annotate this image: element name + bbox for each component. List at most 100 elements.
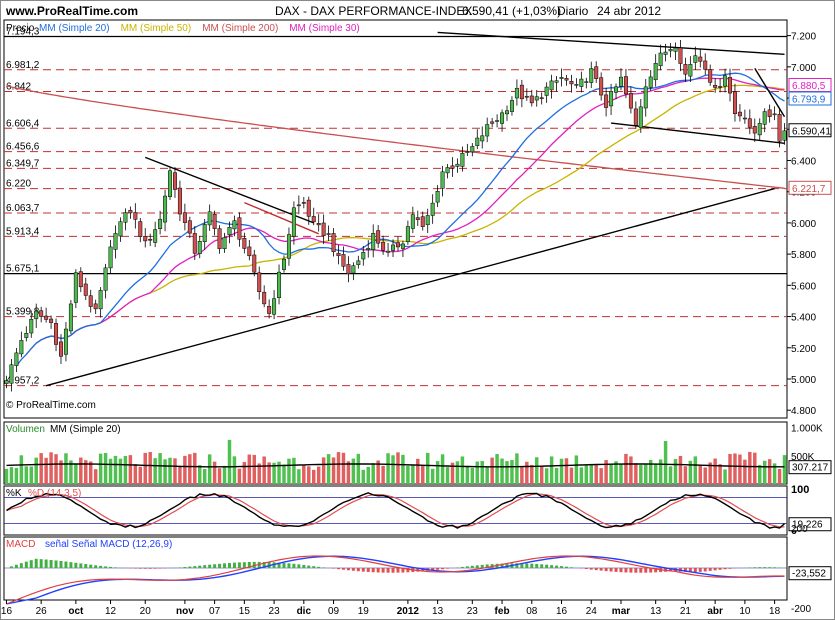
macd-histogram-bar xyxy=(629,568,633,573)
macd-histogram-bar xyxy=(252,561,256,568)
candle-body xyxy=(534,96,539,101)
macd-histogram-bar xyxy=(361,568,365,572)
candle-body xyxy=(217,228,222,249)
macd-histogram-bar xyxy=(277,562,281,568)
candle-body xyxy=(113,233,118,250)
macd-histogram-bar xyxy=(29,560,33,568)
price-tick-label: 5.600 xyxy=(791,281,816,292)
volume-bar xyxy=(411,465,415,484)
price-tag-label: 6.880,5 xyxy=(792,81,826,92)
volume-bar xyxy=(371,463,375,484)
candle-body xyxy=(623,76,628,95)
volume-bar xyxy=(361,469,366,484)
volume-bar xyxy=(267,462,271,484)
price-tick-label: 7.000 xyxy=(791,63,816,74)
level-label: 6.456,6 xyxy=(6,142,40,153)
macd-histogram-bar xyxy=(153,568,157,569)
candle-body xyxy=(83,283,88,296)
candle-body xyxy=(460,153,465,167)
candle-body xyxy=(455,163,460,167)
candle-body xyxy=(643,86,648,109)
macd-histogram-bar xyxy=(356,568,360,572)
candle-body xyxy=(103,267,108,291)
volume-bar xyxy=(24,466,29,484)
macd-histogram-bar xyxy=(247,562,251,568)
macd-histogram-bar xyxy=(302,564,306,568)
volume-bar xyxy=(460,456,465,484)
level-label: 5.913,4 xyxy=(6,226,40,237)
candle-body xyxy=(39,310,44,317)
macd-histogram-bar xyxy=(698,568,702,572)
candle-body xyxy=(78,271,83,288)
volume-bar xyxy=(767,459,772,484)
macd-histogram-bar xyxy=(396,568,400,573)
macd-histogram-bar xyxy=(589,568,593,570)
x-tick-label: 12 xyxy=(105,606,117,617)
candle-body xyxy=(98,290,103,310)
volume-bar xyxy=(658,459,663,484)
macd-histogram-bar xyxy=(94,565,98,568)
volume-bar xyxy=(396,452,400,484)
macd-histogram-bar xyxy=(778,567,782,568)
x-tick-label: 23 xyxy=(269,606,281,617)
macd-histogram-bar xyxy=(669,568,673,572)
volume-bar xyxy=(59,460,63,484)
price-panel xyxy=(3,19,788,419)
candle-body xyxy=(663,51,668,55)
macd-histogram-bar xyxy=(773,567,777,568)
macd-histogram-bar xyxy=(406,568,410,573)
candle-body xyxy=(148,238,153,241)
candle-body xyxy=(59,341,63,357)
volume-bar xyxy=(525,461,529,484)
volume-bar xyxy=(495,454,499,484)
ma50-line xyxy=(35,84,785,344)
volume-bar xyxy=(609,464,613,484)
candle-body xyxy=(747,118,752,128)
macd-histogram-bar xyxy=(332,568,336,569)
macd-histogram-bar xyxy=(183,567,187,568)
site-name: www.ProRealTime.com xyxy=(5,4,138,18)
price-tag xyxy=(788,91,832,106)
volume-bar xyxy=(237,468,242,484)
macd-histogram-bar xyxy=(297,564,301,568)
candle-body xyxy=(673,47,678,52)
candle-body xyxy=(574,84,579,86)
macd-legend-signal: señal Señal MACD (12,26,9) xyxy=(45,539,172,550)
candle-body xyxy=(93,303,98,310)
volume-bar xyxy=(163,459,167,484)
volume-bar xyxy=(698,465,703,484)
volume-bar xyxy=(530,464,534,484)
candle-body xyxy=(599,77,604,96)
candle-body xyxy=(395,242,400,248)
volume-bar xyxy=(470,467,475,484)
macd-histogram-bar xyxy=(525,563,529,568)
volume-bar xyxy=(321,457,326,484)
macd-histogram-bar xyxy=(322,567,326,568)
top-trendline xyxy=(437,31,785,56)
volume-bar xyxy=(634,463,638,484)
candle-body xyxy=(579,78,584,87)
macd-histogram-bar xyxy=(683,568,687,572)
macd-histogram-bar xyxy=(475,565,479,568)
volume-bar xyxy=(207,454,212,484)
macd-histogram-bar xyxy=(262,561,266,568)
volume-bar xyxy=(376,460,380,484)
volume-bar xyxy=(173,458,177,484)
level-label: 4.957,2 xyxy=(6,376,40,387)
volume-bar xyxy=(594,464,598,484)
volume-bar xyxy=(688,460,693,484)
volume-bar xyxy=(653,463,658,484)
x-tick-label: 10 xyxy=(739,606,751,617)
macd-histogram-bar xyxy=(64,561,68,568)
volume-bar xyxy=(128,455,133,484)
volume-bar xyxy=(242,461,247,484)
stoch-legend-d: %D (14,3,5) xyxy=(28,488,81,499)
candle-body xyxy=(648,76,653,88)
macd-histogram-bar xyxy=(208,564,212,568)
volume-bar xyxy=(29,466,33,484)
candle-body xyxy=(693,55,698,63)
candle-body xyxy=(108,246,113,269)
candle-body xyxy=(445,167,450,174)
volume-bar xyxy=(326,454,331,484)
candle-body xyxy=(163,195,168,223)
